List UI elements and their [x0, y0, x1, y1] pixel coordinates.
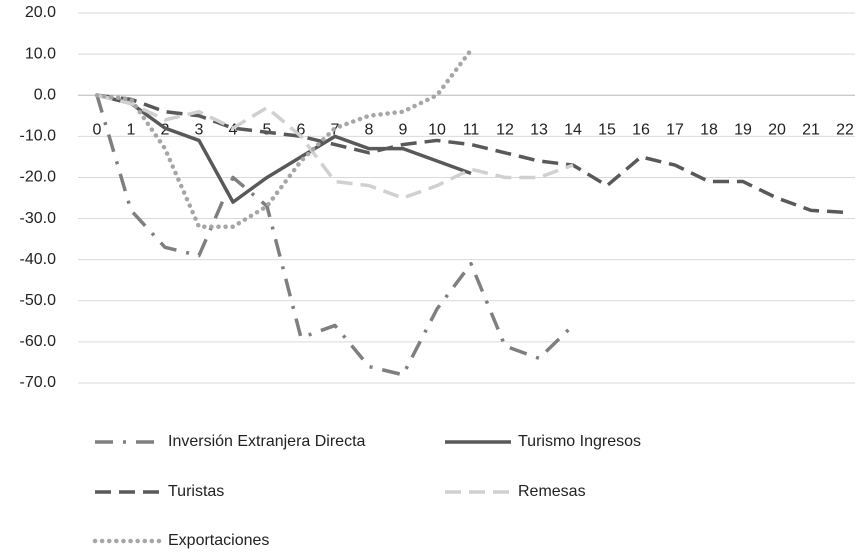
series-line — [96, 93, 846, 215]
x-tick-label: 21 — [802, 121, 820, 138]
x-tick-label: 8 — [365, 121, 374, 138]
x-tick-label: 18 — [700, 121, 718, 138]
x-tick-label: 6 — [297, 121, 306, 138]
legend-label: Turismo Ingresos — [518, 433, 641, 450]
legend-label: Inversión Extranjera Directa — [168, 433, 366, 450]
x-tick-label: 20 — [768, 121, 786, 138]
series-line — [95, 94, 575, 377]
series-line — [96, 93, 574, 200]
x-tick-label: 16 — [632, 121, 650, 138]
x-tick-label: 12 — [496, 121, 514, 138]
legend-label: Turistas — [168, 483, 224, 500]
x-tick-label: 9 — [399, 121, 408, 138]
y-tick-label: -50.0 — [20, 292, 57, 309]
x-tick-label: 22 — [836, 121, 854, 138]
x-tick-label: 11 — [463, 121, 480, 138]
x-tick-label: 10 — [428, 121, 446, 138]
x-tick-label: 17 — [666, 121, 684, 138]
y-tick-label: 0.0 — [34, 86, 56, 103]
series-line — [96, 93, 472, 204]
series-line — [94, 47, 474, 230]
x-tick-label: 0 — [93, 121, 102, 138]
y-tick-label: -40.0 — [20, 251, 57, 268]
y-tick-label: 10.0 — [25, 45, 56, 62]
x-tick-label: 15 — [598, 121, 616, 138]
y-tick-label: 20.0 — [25, 4, 56, 21]
y-tick-label: -20.0 — [20, 169, 57, 186]
y-tick-label: -10.0 — [20, 128, 57, 145]
x-tick-label: 5 — [263, 121, 272, 138]
x-tick-label: 19 — [734, 121, 752, 138]
legend-label: Exportaciones — [168, 532, 269, 549]
y-tick-label: -30.0 — [20, 210, 57, 227]
x-tick-label: 14 — [564, 121, 582, 138]
x-tick-label: 4 — [229, 121, 238, 138]
legend-label: Remesas — [518, 483, 586, 500]
y-tick-label: -70.0 — [20, 374, 57, 391]
x-tick-label: 3 — [195, 121, 204, 138]
y-tick-label: -60.0 — [20, 333, 57, 350]
x-tick-label: 1 — [127, 121, 136, 138]
x-tick-label: 13 — [530, 121, 548, 138]
